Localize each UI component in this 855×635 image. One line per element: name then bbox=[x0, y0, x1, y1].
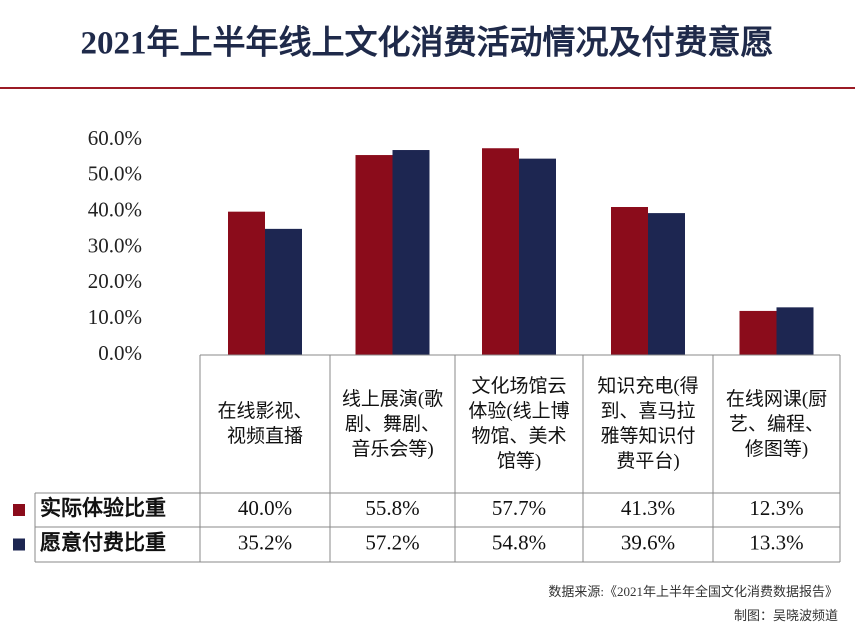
y-tick-label: 20.0% bbox=[88, 269, 142, 293]
category-label: 知识充电(得到、喜马拉雅等知识付费平台) bbox=[597, 376, 699, 472]
bar bbox=[482, 148, 519, 355]
credit: 制图：吴晓波频道 bbox=[734, 608, 838, 623]
legend-marker bbox=[13, 538, 25, 551]
value-label: 57.7% bbox=[492, 496, 546, 520]
legend-label: 愿意付费比重 bbox=[40, 530, 166, 554]
y-tick-label: 30.0% bbox=[88, 233, 142, 257]
bar bbox=[611, 207, 648, 355]
bar bbox=[648, 213, 685, 355]
bar bbox=[739, 310, 777, 355]
bar bbox=[776, 307, 814, 355]
y-tick-label: 0.0% bbox=[98, 341, 142, 365]
category-label: 文化场馆云体验(线上博物馆、美术馆等) bbox=[468, 376, 570, 472]
y-tick-label: 50.0% bbox=[88, 162, 142, 186]
category-label: 在线网课(厨艺、编程、修图等) bbox=[725, 388, 828, 460]
bar bbox=[228, 211, 265, 355]
y-tick-label: 10.0% bbox=[88, 305, 142, 329]
value-label: 57.2% bbox=[365, 530, 419, 554]
bar bbox=[265, 228, 302, 355]
value-label: 39.6% bbox=[621, 530, 675, 554]
chart-title: 2021年上半年线上文化消费活动情况及付费意愿 bbox=[81, 24, 774, 62]
value-label: 54.8% bbox=[492, 530, 546, 554]
bar bbox=[392, 150, 430, 355]
value-label: 41.3% bbox=[621, 496, 675, 520]
y-tick-label: 60.0% bbox=[88, 126, 142, 150]
value-label: 35.2% bbox=[238, 530, 292, 554]
y-tick-label: 40.0% bbox=[88, 197, 142, 221]
legend-marker bbox=[13, 504, 25, 516]
value-label: 55.8% bbox=[365, 496, 419, 520]
bar bbox=[355, 155, 393, 355]
legend-label: 实际体验比重 bbox=[40, 496, 166, 520]
value-label: 12.3% bbox=[749, 496, 803, 520]
bar bbox=[519, 158, 556, 355]
value-label: 13.3% bbox=[749, 530, 803, 554]
category-label: 线上展演(歌剧、舞剧、音乐会等) bbox=[341, 388, 444, 460]
source: 数据来源:《2021年上半年全国文化消费数据报告》 bbox=[548, 584, 838, 599]
category-label: 在线影视、视频直播 bbox=[217, 401, 313, 447]
value-label: 40.0% bbox=[238, 496, 292, 520]
